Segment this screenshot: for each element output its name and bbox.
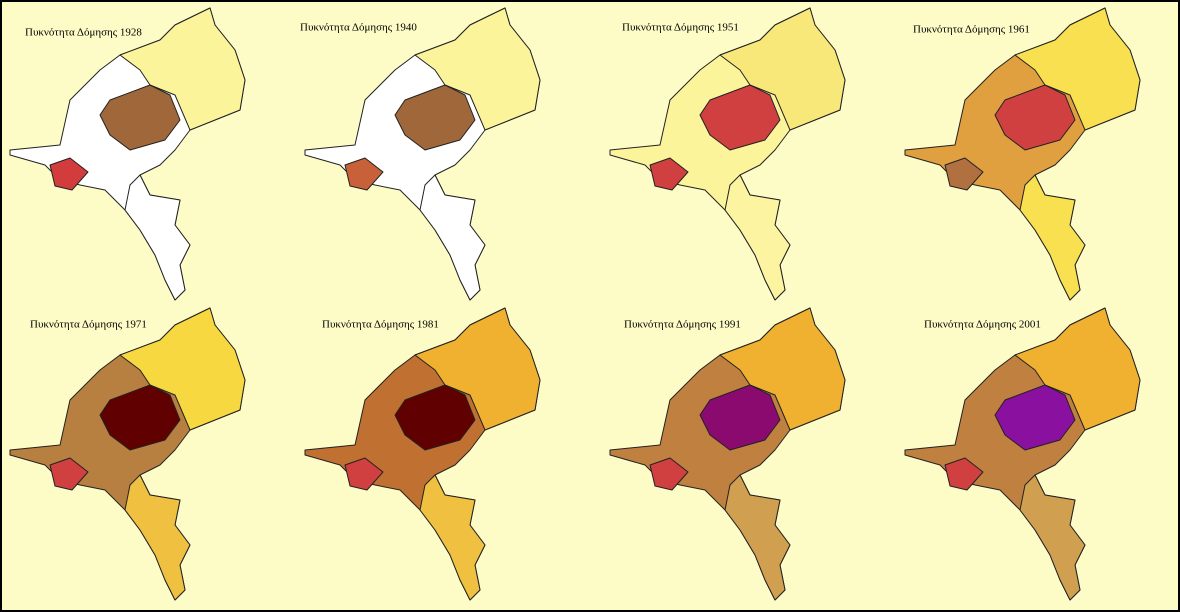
map-title: Πυκνότητα Δόμησης 1940 <box>300 22 417 34</box>
map-panel: Πυκνότητα Δόμησης 1951 <box>609 7 846 301</box>
map-region-center <box>394 384 476 451</box>
map-region-west <box>944 157 984 191</box>
map-region-south <box>124 174 191 301</box>
map-title: Πυκνότητα Δόμησης 1961 <box>913 24 1030 36</box>
map-region-west <box>649 157 689 191</box>
map-title: Πυκνότητα Δόμησης 1991 <box>624 319 741 331</box>
map-panel: Πυκνότητα Δόμησης 2001 <box>904 307 1141 601</box>
map-title: Πυκνότητα Δόμησης 1951 <box>622 22 739 34</box>
map-region-south <box>1019 474 1086 601</box>
map-region-center <box>994 84 1076 151</box>
map-title: Πυκνότητα Δόμησης 1981 <box>322 319 439 331</box>
map-region-center <box>699 384 781 451</box>
map-region-south <box>419 174 486 301</box>
map-title: Πυκνότητα Δόμησης 1971 <box>30 319 147 331</box>
map-panel: Πυκνότητα Δόμησης 1991 <box>609 307 846 601</box>
map-region-west <box>49 157 89 191</box>
map-title: Πυκνότητα Δόμησης 1928 <box>25 27 142 39</box>
map-region-west <box>49 457 89 491</box>
map-region-west <box>344 157 384 191</box>
map-region-center <box>994 384 1076 451</box>
map-region-center <box>394 84 476 151</box>
map-panel: Πυκνότητα Δόμησης 1971 <box>9 307 246 601</box>
map-region-south <box>419 474 486 601</box>
map-region-south <box>124 474 191 601</box>
map-region-west <box>649 457 689 491</box>
map-title: Πυκνότητα Δόμησης 2001 <box>924 319 1041 331</box>
map-region-west <box>344 457 384 491</box>
map-panel: Πυκνότητα Δόμησης 1940 <box>300 7 541 301</box>
map-region-south <box>724 174 791 301</box>
map-region-center <box>699 84 781 151</box>
map-region-center <box>99 384 181 451</box>
map-panel: Πυκνότητα Δόμησης 1928 <box>9 7 246 301</box>
map-region-south <box>724 474 791 601</box>
map-region-west <box>944 457 984 491</box>
map-panel: Πυκνότητα Δόμησης 1961 <box>904 7 1141 301</box>
map-panel: Πυκνότητα Δόμησης 1981 <box>304 307 541 601</box>
map-region-south <box>1019 174 1086 301</box>
map-region-center <box>99 84 181 151</box>
